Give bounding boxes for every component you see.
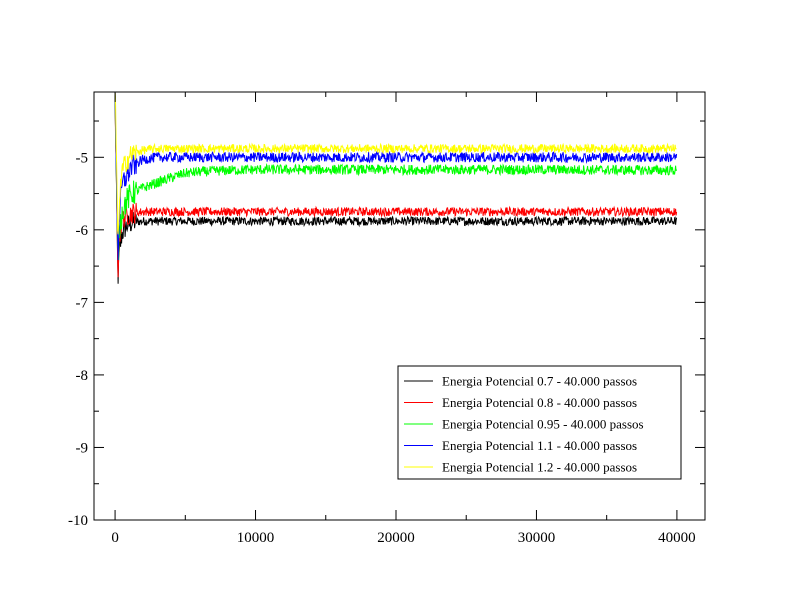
y-tick-label: -5 (76, 150, 89, 166)
x-tick-label: 20000 (377, 530, 415, 546)
plot-frame (93, 91, 706, 521)
y-tick-label: -10 (68, 513, 88, 529)
y-tick-label: -6 (76, 223, 89, 239)
series-line-2 (114, 97, 678, 278)
y-axis: -10 -9 -8 -7 -6 -5 (68, 120, 705, 529)
legend-label: Energia Potencial 1.2 - 40.000 passos (442, 460, 637, 475)
x-tick-label: 40000 (658, 530, 696, 546)
legend: Energia Potencial 0.7 - 40.000 passos Ene… (397, 365, 682, 480)
series-line-5 (114, 93, 677, 235)
legend-box (397, 365, 682, 480)
x-tick-label: 30000 (518, 530, 556, 546)
y-tick-label: -8 (76, 368, 89, 384)
series-line-3 (114, 95, 678, 261)
legend-label: Energia Potencial 0.95 - 40.000 passos (442, 417, 644, 432)
legend-label: Energia Potencial 0.8 - 40.000 passos (442, 395, 637, 410)
x-axis: 0 10000 20000 30000 40000 (111, 92, 696, 546)
series-line-1 (114, 95, 678, 284)
legend-label: Energia Potencial 1.1 - 40.000 passos (442, 438, 637, 453)
y-tick-label: -7 (76, 295, 89, 311)
x-tick-label: 10000 (237, 530, 275, 546)
series-line-4 (114, 93, 678, 261)
legend-label: Energia Potencial 0.7 - 40.000 passos (442, 374, 637, 389)
x-tick-label: 0 (111, 530, 119, 546)
series-layer (114, 93, 678, 284)
y-tick-label: -9 (76, 440, 89, 456)
